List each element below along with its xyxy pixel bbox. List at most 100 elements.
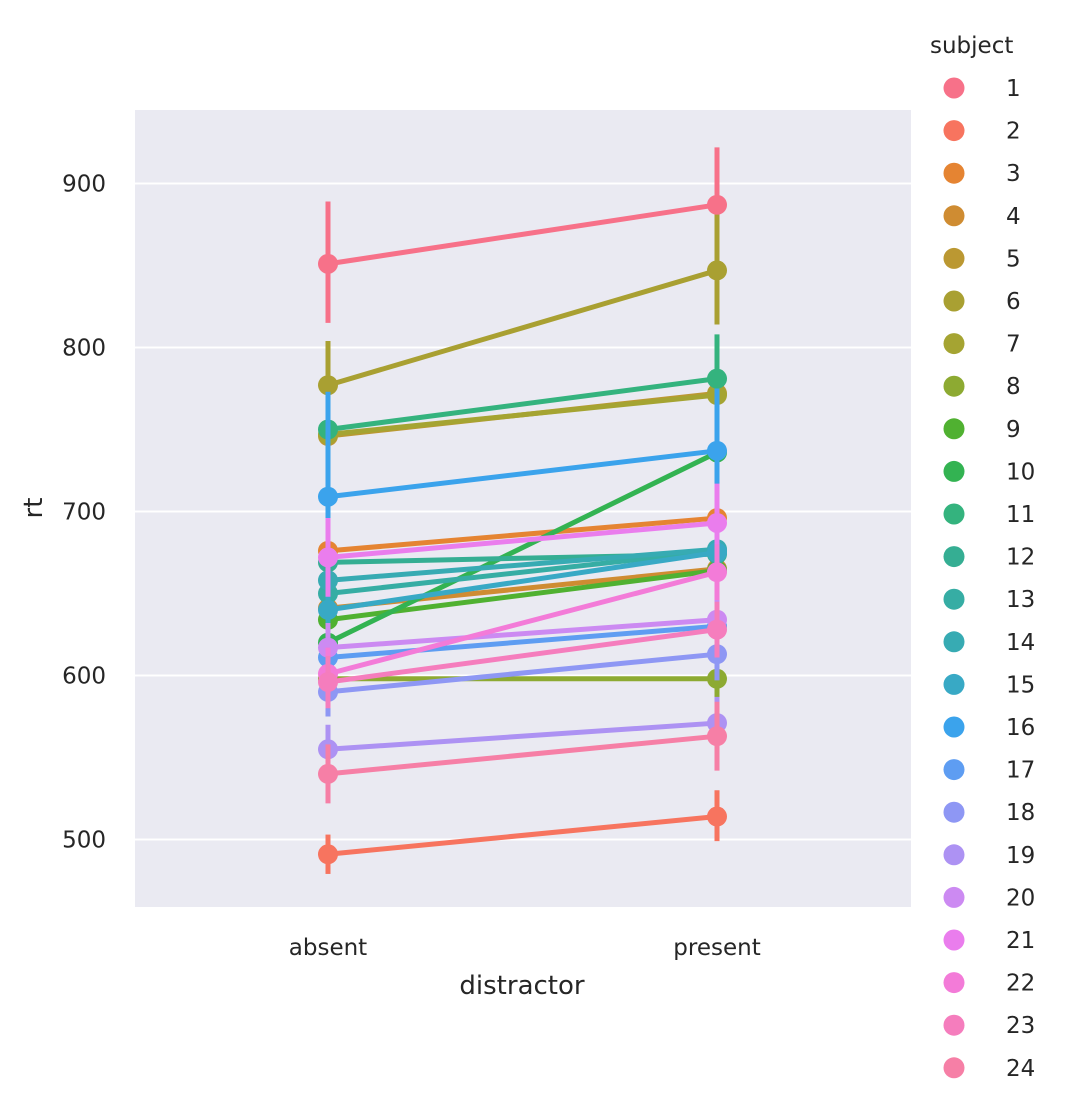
series-layer — [318, 147, 727, 874]
legend-label-16: 16 — [1006, 715, 1035, 741]
legend-marker-10 — [943, 460, 965, 482]
y-tick-labels: 500 600 700 800 900 — [62, 172, 106, 854]
legend-label-3: 3 — [1006, 161, 1021, 187]
point-subject-1-absent — [318, 253, 338, 274]
point-subject-6-absent — [318, 375, 338, 396]
point-subject-23-absent — [318, 672, 338, 693]
line-subject-15 — [327, 550, 718, 613]
line-subject-22 — [327, 569, 718, 677]
line-subject-6 — [327, 268, 718, 388]
legend-label-19: 19 — [1006, 843, 1035, 869]
point-subject-22-present — [707, 562, 727, 583]
legend-label-18: 18 — [1006, 800, 1035, 826]
line-subject-11 — [327, 376, 718, 432]
series-subject-24 — [318, 701, 727, 804]
legend-label-2: 2 — [1006, 119, 1021, 145]
line-subject-13 — [327, 548, 718, 596]
legend-marker-3 — [943, 162, 965, 184]
point-subject-24-absent — [318, 763, 338, 784]
y-tick-label-800: 800 — [62, 336, 106, 362]
legend-label-9: 9 — [1006, 417, 1021, 443]
line-subject-18 — [327, 651, 718, 695]
legend-label-11: 11 — [1006, 502, 1035, 528]
point-subject-2-present — [707, 806, 727, 827]
series-subject-2 — [318, 790, 727, 874]
legend-label-23: 23 — [1006, 1013, 1035, 1039]
legend-label-21: 21 — [1006, 928, 1035, 954]
point-subject-15-absent — [318, 599, 338, 620]
legend-marker-22 — [943, 972, 965, 994]
grid-lines — [135, 182, 911, 841]
series-subject-23 — [318, 601, 727, 709]
line-subject-2 — [327, 814, 718, 857]
line-subject-20 — [327, 617, 718, 651]
legend-marker-12 — [943, 546, 965, 568]
legend-label-15: 15 — [1006, 672, 1035, 698]
legend-marker-21 — [943, 929, 965, 951]
x-tick-label-present: present — [673, 935, 760, 961]
legend-title: subject — [930, 33, 1013, 59]
point-subject-11-present — [707, 368, 727, 389]
legend-marker-11 — [943, 503, 965, 525]
legend-label-22: 22 — [1006, 971, 1035, 997]
legend-marker-4 — [943, 205, 965, 227]
y-tick-label-600: 600 — [62, 664, 106, 690]
legend-label-14: 14 — [1006, 630, 1035, 656]
legend-label-24: 24 — [1006, 1056, 1035, 1082]
point-subject-16-present — [707, 440, 727, 461]
line-subject-3 — [327, 515, 718, 554]
legend-marker-17 — [943, 759, 965, 781]
legend-marker-20 — [943, 886, 965, 908]
line-subject-21 — [327, 520, 718, 560]
legend: subject 12345678910111213141516171819202… — [930, 33, 1035, 1082]
legend-label-7: 7 — [1006, 332, 1021, 358]
point-subject-1-present — [707, 194, 727, 215]
series-subject-6 — [318, 214, 727, 427]
y-tick-label-900: 900 — [62, 172, 106, 198]
line-subject-14 — [327, 546, 718, 583]
point-subject-21-absent — [318, 547, 338, 568]
line-subject-16 — [327, 448, 718, 500]
legend-marker-18 — [943, 801, 965, 823]
legend-label-4: 4 — [1006, 204, 1021, 230]
x-tick-label-absent: absent — [289, 935, 367, 961]
point-subject-21-present — [707, 512, 727, 533]
legend-marker-14 — [943, 631, 965, 653]
legend-marker-2 — [943, 120, 965, 142]
legend-label-10: 10 — [1006, 459, 1035, 485]
point-subject-6-present — [707, 260, 727, 281]
legend-label-12: 12 — [1006, 545, 1035, 571]
legend-marker-19 — [943, 844, 965, 866]
legend-marker-15 — [943, 673, 965, 695]
legend-label-20: 20 — [1006, 885, 1035, 911]
legend-label-13: 13 — [1006, 587, 1035, 613]
line-subject-23 — [327, 627, 718, 685]
point-subject-24-present — [707, 726, 727, 747]
y-tick-label-700: 700 — [62, 500, 106, 526]
legend-marker-9 — [943, 418, 965, 440]
point-subject-16-absent — [318, 486, 338, 507]
legend-marker-6 — [943, 290, 965, 312]
legend-marker-1 — [943, 77, 965, 99]
line-subject-24 — [327, 733, 718, 777]
point-subject-2-absent — [318, 844, 338, 865]
legend-label-17: 17 — [1006, 758, 1035, 784]
plot-background — [135, 110, 911, 907]
line-subject-17 — [327, 623, 718, 660]
x-tick-labels: absent present — [289, 935, 761, 961]
legend-label-5: 5 — [1006, 246, 1021, 272]
legend-marker-7 — [943, 333, 965, 355]
legend-marker-24 — [943, 1057, 965, 1079]
legend-marker-23 — [943, 1014, 965, 1036]
legend-marker-8 — [943, 375, 965, 397]
legend-marker-16 — [943, 716, 965, 738]
legend-label-6: 6 — [1006, 289, 1021, 315]
line-subject-1 — [327, 202, 718, 267]
point-subject-23-present — [707, 619, 727, 640]
line-subject-10 — [326, 450, 719, 645]
x-axis-title: distractor — [459, 971, 584, 1001]
legend-marker-5 — [943, 247, 965, 269]
y-tick-label-500: 500 — [62, 828, 106, 854]
legend-label-8: 8 — [1006, 374, 1021, 400]
